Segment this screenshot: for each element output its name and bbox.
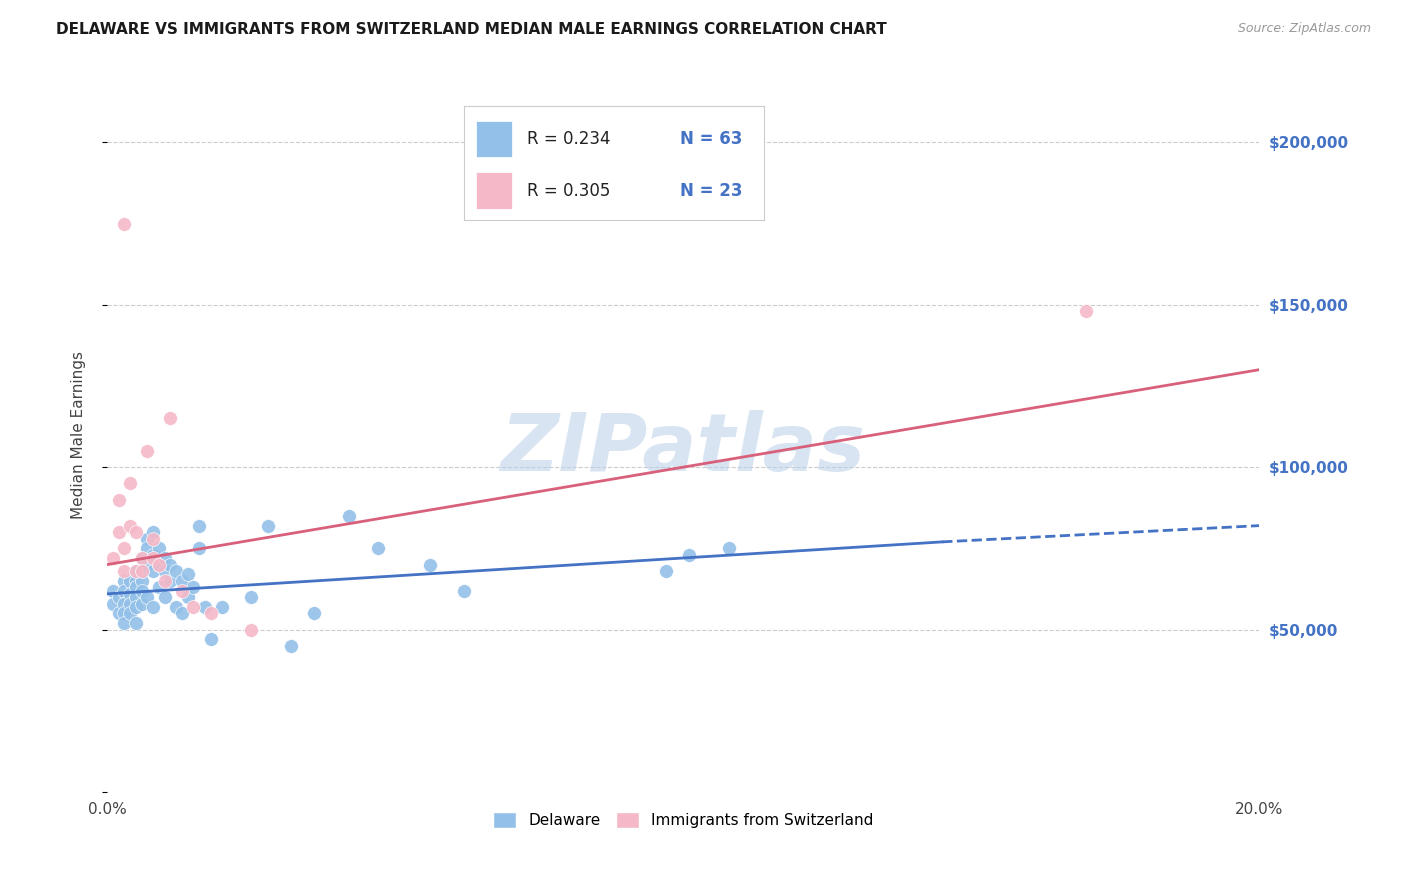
Point <box>200 607 222 621</box>
Point <box>153 564 176 578</box>
Point <box>120 574 142 588</box>
Point <box>419 558 441 572</box>
Point <box>131 583 153 598</box>
Point <box>240 590 263 604</box>
Point <box>136 444 159 458</box>
Point <box>120 607 142 621</box>
Point <box>142 525 165 540</box>
Point <box>112 217 135 231</box>
Point <box>136 558 159 572</box>
Point <box>112 616 135 631</box>
Point <box>125 616 148 631</box>
Point <box>165 599 187 614</box>
Point <box>131 551 153 566</box>
Point <box>678 548 700 562</box>
Point <box>125 599 148 614</box>
Point <box>1076 304 1098 318</box>
Point <box>142 599 165 614</box>
Point <box>240 623 263 637</box>
Point <box>159 558 181 572</box>
Point <box>125 590 148 604</box>
Point <box>142 564 165 578</box>
Point <box>170 574 193 588</box>
Point <box>142 532 165 546</box>
Point <box>159 411 181 425</box>
Point <box>101 551 124 566</box>
Point <box>718 541 741 556</box>
Point <box>125 580 148 594</box>
Point <box>194 599 217 614</box>
Point <box>107 525 129 540</box>
Point <box>655 564 678 578</box>
Text: Source: ZipAtlas.com: Source: ZipAtlas.com <box>1237 22 1371 36</box>
Point <box>148 558 170 572</box>
Point <box>107 607 129 621</box>
Legend: Delaware, Immigrants from Switzerland: Delaware, Immigrants from Switzerland <box>486 806 879 834</box>
Point <box>131 597 153 611</box>
Point <box>200 632 222 647</box>
Point <box>367 541 389 556</box>
Point <box>165 564 187 578</box>
Point <box>107 590 129 604</box>
Point <box>177 590 200 604</box>
Point <box>101 583 124 598</box>
Point <box>142 551 165 566</box>
Point <box>136 590 159 604</box>
Point <box>257 518 280 533</box>
Point <box>148 541 170 556</box>
Point <box>142 548 165 562</box>
Point <box>183 599 205 614</box>
Point <box>453 583 475 598</box>
Point <box>153 551 176 566</box>
Point <box>136 532 159 546</box>
Point <box>112 597 135 611</box>
Point <box>112 564 135 578</box>
Point <box>120 476 142 491</box>
Point <box>211 599 233 614</box>
Point <box>183 580 205 594</box>
Point <box>131 564 153 578</box>
Point <box>112 574 135 588</box>
Point <box>280 639 302 653</box>
Point <box>153 574 176 588</box>
Point <box>170 607 193 621</box>
Point <box>131 574 153 588</box>
Point <box>136 541 159 556</box>
Point <box>125 564 148 578</box>
Point <box>125 574 148 588</box>
Text: DELAWARE VS IMMIGRANTS FROM SWITZERLAND MEDIAN MALE EARNINGS CORRELATION CHART: DELAWARE VS IMMIGRANTS FROM SWITZERLAND … <box>56 22 887 37</box>
Point <box>112 583 135 598</box>
Point <box>112 607 135 621</box>
Point <box>125 564 148 578</box>
Point <box>131 551 153 566</box>
Point <box>177 567 200 582</box>
Point <box>153 590 176 604</box>
Point <box>188 518 211 533</box>
Point <box>170 583 193 598</box>
Point <box>107 492 129 507</box>
Point <box>120 587 142 601</box>
Point <box>120 518 142 533</box>
Point <box>148 580 170 594</box>
Point <box>125 525 148 540</box>
Point <box>148 558 170 572</box>
Point <box>188 541 211 556</box>
Point <box>159 574 181 588</box>
Point <box>120 597 142 611</box>
Y-axis label: Median Male Earnings: Median Male Earnings <box>72 351 86 519</box>
Point <box>101 597 124 611</box>
Point <box>112 541 135 556</box>
Point <box>337 508 360 523</box>
Text: ZIPatlas: ZIPatlas <box>501 410 866 488</box>
Point <box>131 564 153 578</box>
Point <box>304 607 326 621</box>
